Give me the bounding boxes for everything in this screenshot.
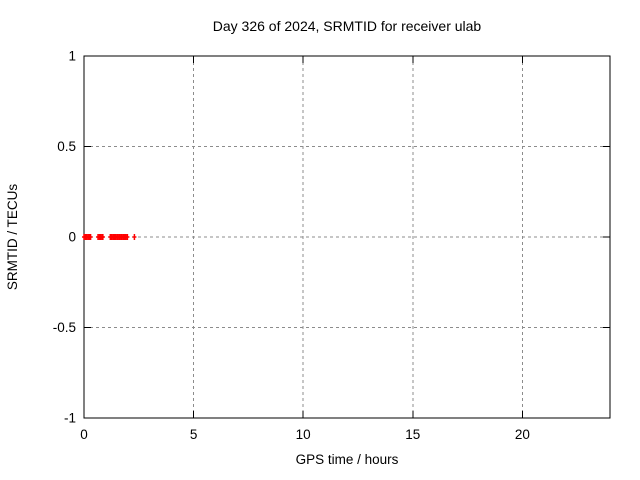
- data-point-marker: [100, 234, 105, 240]
- chart-title: Day 326 of 2024, SRMTID for receiver ula…: [213, 18, 482, 34]
- x-tick-label: 20: [515, 427, 530, 442]
- data-point-marker: [132, 234, 137, 240]
- y-tick-label: -0.5: [53, 320, 76, 335]
- data-point-marker: [125, 234, 130, 240]
- y-tick-label: 1: [68, 49, 76, 64]
- data-points-layer: [82, 234, 137, 240]
- y-tick-label: 0.5: [57, 139, 76, 154]
- tick-labels-layer: 0 5 10 15 20 -1 -0.5 0 0.5 1: [53, 49, 530, 443]
- x-tick-label: 5: [190, 427, 198, 442]
- x-axis-label: GPS time / hours: [296, 452, 399, 467]
- x-tick-label: 0: [80, 427, 88, 442]
- y-tick-label: -1: [64, 411, 76, 426]
- grid-layer: [84, 56, 610, 418]
- x-tick-label: 10: [296, 427, 311, 442]
- x-tick-label: 15: [405, 427, 420, 442]
- y-axis-label: SRMTID / TECUs: [5, 184, 20, 291]
- data-point-marker: [88, 234, 93, 240]
- tick-marks-layer: [83, 55, 610, 419]
- y-tick-label: 0: [68, 230, 76, 245]
